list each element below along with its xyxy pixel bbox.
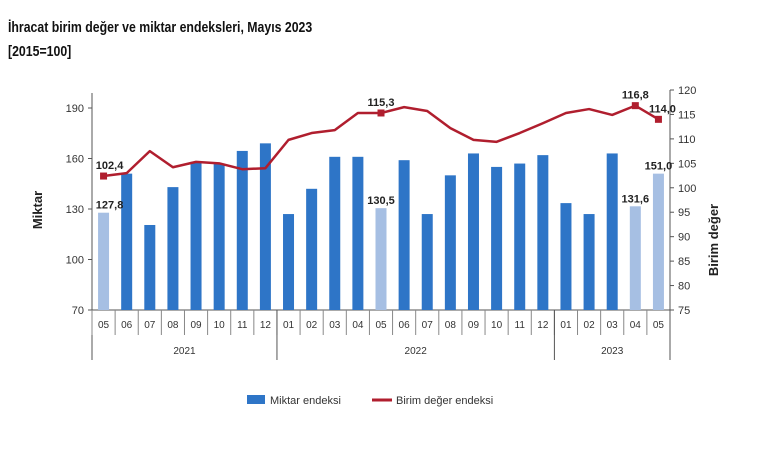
- bar: [375, 208, 387, 310]
- category-label: 09: [468, 320, 480, 331]
- right-tick-label: 110: [678, 134, 696, 146]
- left-axis-title: Miktar: [30, 191, 45, 229]
- category-label: 05: [653, 320, 665, 331]
- bar: [213, 163, 225, 310]
- line-marker: [654, 115, 662, 123]
- category-label: 11: [515, 320, 526, 331]
- category-label: 05: [98, 320, 110, 331]
- left-tick-label: 100: [66, 255, 84, 267]
- category-label: 09: [190, 320, 202, 331]
- category-label: 04: [630, 320, 642, 331]
- right-tick-label: 75: [678, 305, 690, 317]
- line-marker: [377, 109, 385, 117]
- right-tick-label: 105: [678, 158, 696, 170]
- category-label: 06: [121, 320, 133, 331]
- right-tick-label: 115: [678, 109, 696, 121]
- category-label: 08: [445, 320, 457, 331]
- year-label: 2023: [601, 346, 624, 357]
- category-label: 10: [214, 320, 226, 331]
- bar: [144, 224, 156, 310]
- chart-title: İhracat birim değer ve miktar endeksleri…: [8, 16, 312, 64]
- bar-data-label: 130,5: [367, 195, 395, 207]
- category-label: 02: [306, 320, 318, 331]
- bar: [537, 155, 549, 310]
- bar: [560, 203, 572, 310]
- bar-data-label: 127,8: [96, 200, 124, 212]
- category-label: 02: [584, 320, 596, 331]
- bar: [606, 153, 618, 310]
- category-label: 05: [375, 320, 387, 331]
- category-label: 07: [144, 320, 156, 331]
- category-label: 01: [560, 320, 572, 331]
- bar: [398, 160, 410, 310]
- category-label: 08: [167, 320, 179, 331]
- line-data-label: 115,3: [368, 97, 395, 109]
- bar: [421, 214, 433, 310]
- bar: [583, 214, 595, 310]
- line-marker: [100, 172, 108, 180]
- left-tick-label: 160: [66, 154, 84, 166]
- right-tick-label: 95: [678, 207, 690, 219]
- right-axis-title: Birim değer: [706, 204, 721, 276]
- bar-data-label: 131,6: [622, 193, 650, 205]
- bar: [283, 214, 295, 310]
- bar: [190, 161, 202, 310]
- category-label: 04: [352, 320, 364, 331]
- category-label: 03: [607, 320, 619, 331]
- year-label: 2022: [405, 346, 428, 357]
- category-label: 12: [537, 320, 549, 331]
- line-data-label: 114,0: [649, 103, 676, 115]
- bar: [352, 156, 364, 310]
- category-label: 06: [399, 320, 411, 331]
- category-label: 11: [237, 320, 248, 331]
- category-label: 12: [260, 320, 272, 331]
- category-label: 07: [422, 320, 434, 331]
- year-label: 2021: [173, 346, 196, 357]
- bar: [491, 166, 503, 310]
- bar: [629, 206, 641, 310]
- bar: [167, 187, 179, 310]
- subtitle-text: [2015=100]: [8, 43, 72, 60]
- legend-bar-swatch: [247, 395, 265, 404]
- legend-line-label: Birim değer endeksi: [396, 395, 493, 407]
- title-text: İhracat birim değer ve miktar endeksleri…: [8, 19, 313, 36]
- bar: [467, 153, 479, 310]
- right-tick-label: 120: [678, 85, 696, 97]
- line-data-label: 102,4: [96, 160, 124, 172]
- bar: [652, 173, 664, 310]
- left-tick-label: 70: [72, 305, 84, 317]
- bar-data-label: 151,0: [645, 161, 673, 173]
- left-tick-label: 130: [66, 204, 84, 216]
- bar: [259, 143, 271, 310]
- right-tick-label: 100: [678, 183, 696, 195]
- bar: [329, 156, 341, 310]
- bar: [236, 150, 248, 310]
- bar: [98, 212, 110, 310]
- left-tick-label: 190: [66, 103, 84, 115]
- right-tick-label: 90: [678, 232, 690, 244]
- line-marker: [631, 102, 639, 110]
- category-label: 10: [491, 320, 503, 331]
- legend-bar-label: Miktar endeksi: [270, 395, 341, 407]
- category-label: 01: [283, 320, 295, 331]
- right-tick-label: 85: [678, 256, 690, 268]
- bar: [306, 188, 318, 310]
- bar: [121, 173, 133, 310]
- category-label: 03: [329, 320, 341, 331]
- right-tick-label: 80: [678, 281, 690, 293]
- bar: [514, 163, 526, 310]
- line-data-label: 116,8: [622, 90, 649, 102]
- bar: [444, 175, 456, 310]
